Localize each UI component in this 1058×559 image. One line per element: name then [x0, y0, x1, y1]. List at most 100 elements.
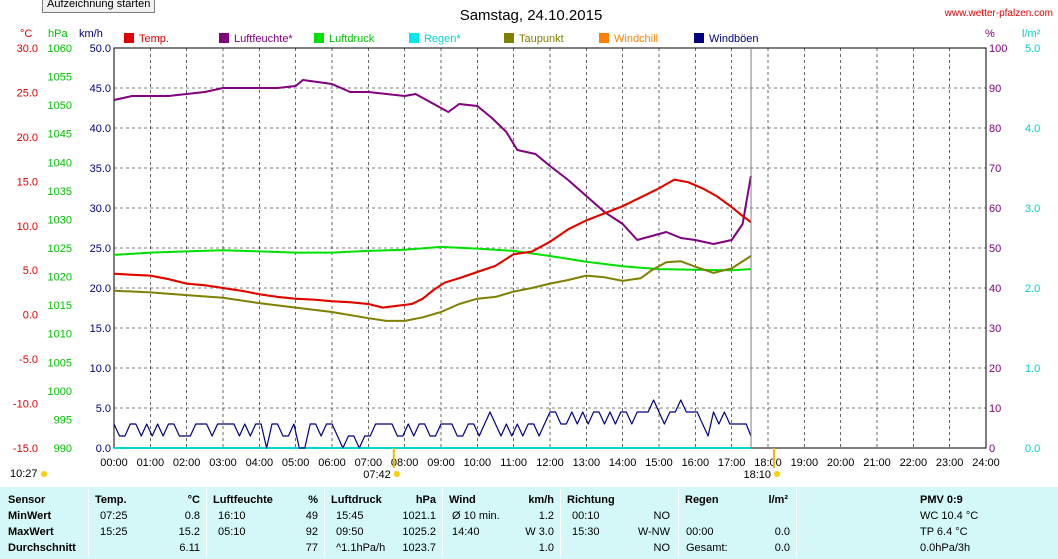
- legend-swatch-pressure: [314, 33, 324, 43]
- stats-row-label: MinWert: [8, 510, 52, 522]
- wind-tick-label: 25.0: [90, 243, 111, 255]
- stats-cell: WC 10.4 °C: [920, 510, 979, 522]
- x-tick-label: 09:00: [427, 457, 455, 469]
- pressure-tick-label: 1060: [48, 43, 72, 55]
- stats-header-wind: Wind: [449, 494, 476, 506]
- divider: [88, 489, 89, 557]
- humidity-tick-label: 40: [989, 283, 1001, 295]
- stats-cell: 05:10: [218, 526, 246, 538]
- stats-cell: TP 6.4 °C: [920, 526, 968, 538]
- x-tick-label: 05:00: [282, 457, 310, 469]
- stats-header-pressure: Luftdruck: [331, 494, 382, 506]
- wind-tick-label: 35.0: [90, 163, 111, 175]
- pressure-tick-label: 1040: [48, 157, 72, 169]
- pressure-tick-label: 995: [54, 414, 72, 426]
- stats-cell: 1.0: [538, 542, 554, 554]
- x-tick-label: 20:00: [827, 457, 855, 469]
- stats-cell: Ø 10 min.: [452, 510, 500, 522]
- temp-unit-label: °C: [20, 28, 32, 40]
- rain-tick-label: 5.0: [1025, 43, 1040, 55]
- legend-label-pressure: Luftdruck: [329, 33, 375, 45]
- x-tick-label: 15:00: [645, 457, 673, 469]
- plot-grid: [113, 47, 987, 449]
- divider: [796, 489, 797, 557]
- temp-series-line: [113, 178, 752, 309]
- stats-cell: 15:30: [572, 526, 600, 538]
- x-tick-label: 01:00: [137, 457, 165, 469]
- sunset-time-label: 18:10: [744, 469, 772, 481]
- sun-icon: [774, 471, 781, 477]
- wind-tick-label: 40.0: [90, 123, 111, 135]
- series-lines: [113, 79, 752, 449]
- stats-cell: 15:45: [336, 510, 364, 522]
- stats-cell: 1025.2: [402, 526, 436, 538]
- divider: [206, 489, 207, 557]
- pressure-tick-label: 1045: [48, 129, 72, 141]
- stats-cell: Gesamt:: [686, 542, 728, 554]
- stats-cell: 15.2: [178, 526, 200, 538]
- wind-tick-label: 0.0: [96, 443, 111, 455]
- x-tick-label: 02:00: [173, 457, 201, 469]
- rain-tick-label: 3.0: [1025, 203, 1040, 215]
- temp-tick-label: 0.0: [23, 310, 38, 322]
- temp-tick-label: 10.0: [17, 221, 38, 233]
- stats-header-wind-unit: km/h: [528, 494, 554, 506]
- stats-cell: 15:25: [100, 526, 128, 538]
- rain-tick-label: 0.0: [1025, 443, 1040, 455]
- humidity-tick-label: 20: [989, 363, 1001, 375]
- dewpoint-series-line: [113, 255, 752, 322]
- divider: [324, 489, 325, 557]
- stats-header-sensor: Sensor: [8, 494, 46, 506]
- x-tick-label: 24:00: [972, 457, 1000, 469]
- rain-unit-label: l/m²: [1022, 28, 1041, 40]
- x-tick-label: 11:00: [500, 457, 527, 469]
- wind-unit-label: km/h: [79, 28, 103, 40]
- weather-chart: Samstag, 24.10.2015 www.wetter-pfalzen.c…: [10, 7, 1053, 481]
- humidity-tick-label: 50: [989, 243, 1001, 255]
- stats-cell: 0.0: [774, 526, 790, 538]
- stats-cell: W-NW: [637, 526, 670, 538]
- pressure-series-line: [113, 245, 751, 272]
- record-button[interactable]: Aufzeichnung starten: [42, 0, 156, 13]
- windchill-series-line: [113, 178, 752, 309]
- temp-tick-label: -10.0: [13, 399, 38, 411]
- temp-tick-label: 15.0: [17, 176, 38, 188]
- legend-swatch-humidity: [219, 33, 229, 43]
- stats-header-temp-unit: °C: [187, 494, 200, 506]
- divider: [560, 489, 561, 557]
- pressure-axis-ticks: 1060 1055 1050 1045 1040 1035 1030 1025 1020 1015…: [48, 43, 72, 455]
- temp-tick-label: 5.0: [23, 265, 38, 277]
- humidity-tick-label: 30: [989, 323, 1001, 335]
- stats-header-direction: Richtung: [567, 494, 615, 506]
- stats-cell: ^1.1hPa/h: [336, 542, 386, 554]
- x-tick-label: 06:00: [318, 457, 346, 469]
- humidity-tick-label: 60: [989, 203, 1001, 215]
- stats-cell: 92: [305, 526, 318, 538]
- stats-header-pressure-unit: hPa: [415, 494, 436, 506]
- time-markers: 07:42 18:10 10:27: [10, 48, 781, 481]
- humidity-tick-label: 80: [989, 123, 1001, 135]
- rain-tick-label: 1.0: [1025, 363, 1040, 375]
- x-tick-label: 08:00: [391, 457, 419, 469]
- x-tick-label: 10:00: [464, 457, 492, 469]
- x-tick-label: 07:00: [355, 457, 383, 469]
- chart-title: Samstag, 24.10.2015: [460, 7, 603, 24]
- wind-tick-label: 45.0: [90, 83, 111, 95]
- pressure-tick-label: 1025: [48, 243, 72, 255]
- pressure-tick-label: 1050: [48, 100, 72, 112]
- stats-cell: 1.2: [538, 510, 554, 522]
- legend-label-dewpoint: Taupunkt: [519, 33, 564, 45]
- legend: Temp. Luftfeuchte* Luftdruck Regen* Taup…: [124, 33, 759, 45]
- x-tick-label: 16:00: [682, 457, 710, 469]
- legend-label-humidity: Luftfeuchte*: [234, 33, 293, 45]
- temp-tick-label: 25.0: [17, 87, 38, 99]
- gust-series-line: [113, 399, 752, 449]
- legend-swatch-gust: [694, 33, 704, 43]
- stats-cell: 6.11: [179, 542, 200, 554]
- stats-cell: 49: [305, 510, 318, 522]
- humidity-tick-label: 0: [989, 443, 995, 455]
- rain-axis-ticks: 5.0 4.0 3.0 2.0 1.0 0.0: [1025, 43, 1040, 455]
- sunrise-time-label: 07:42: [363, 469, 391, 481]
- legend-label-gust: Windböen: [709, 33, 759, 45]
